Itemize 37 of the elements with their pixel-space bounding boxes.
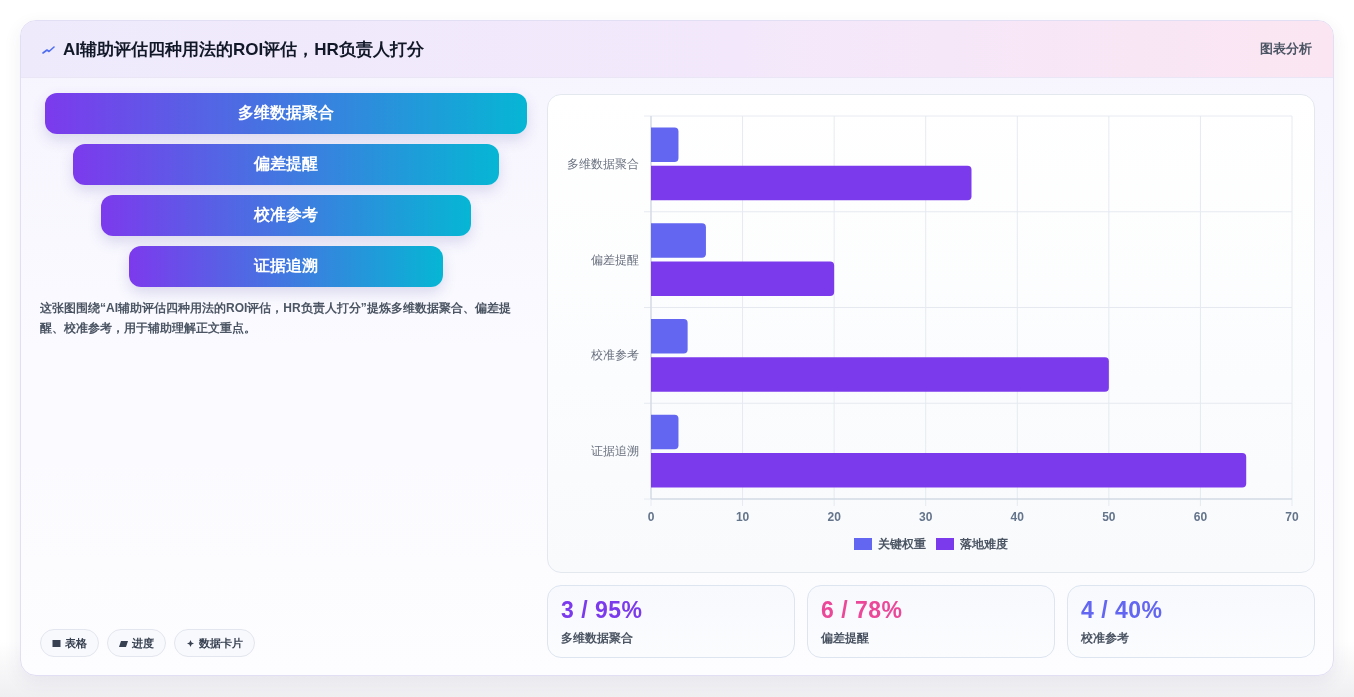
text: 6 / 78% [821,597,903,624]
legend-label: 落地难度 [959,537,1008,551]
bar [651,223,706,258]
y-tick-label: 偏差提醒 [591,252,639,267]
x-tick-label: 10 [735,510,750,524]
category-label: 偏差提醒 [821,630,869,647]
bar [651,165,972,201]
category-label: 证据追溯 [254,256,318,276]
x-tick-label: 70 [1285,510,1299,524]
category-label: 偏差提醒 [254,154,318,174]
bar [651,453,1247,488]
category-label: 校准参考 [254,205,318,225]
bar [651,127,679,162]
bar [651,414,679,450]
y-tick-label: 校准参考 [590,348,639,363]
bar [651,318,688,354]
x-tick-label: 40 [1010,510,1025,524]
text: 数据卡片 [199,635,243,651]
x-tick-label: 50 [1102,510,1116,524]
text: 图表分析 [1260,40,1312,58]
bar [651,261,835,297]
x-tick-label: 20 [827,510,842,524]
legend-label: 关键权重 [877,537,926,551]
text: 4 / 40% [1081,597,1163,624]
category-label: 多维数据聚合 [238,103,334,123]
y-tick-label: 证据追溯 [591,444,639,459]
y-tick-label: 多维数据聚合 [567,156,639,171]
text: 进度 [132,635,154,651]
bar [651,357,1109,392]
text: 表格 [65,635,87,651]
x-tick-label: 60 [1193,510,1208,524]
text: AI辅助评估四种用法的ROI评估，HR负责人打分 [63,39,424,61]
category-label: 校准参考 [1081,630,1129,647]
text: 3 / 95% [561,597,643,624]
text: 这张图围绕“AI辅助评估四种用法的ROI评估，HR负责人打分”提炼多维数据聚合、偏差提醒、校准参考，用于辅助理解正文重点。 [40,300,512,337]
x-tick-label: 30 [919,510,933,524]
x-tick-label: 0 [647,510,655,524]
